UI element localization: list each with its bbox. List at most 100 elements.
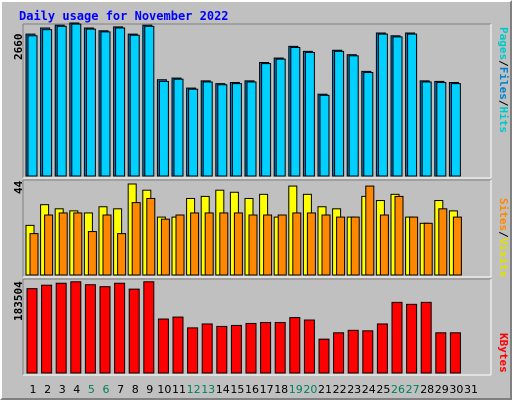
sites-bar [452, 216, 462, 276]
day-tick-label: 9 [146, 383, 153, 396]
sites-bar [219, 212, 229, 276]
day-tick-label: 26 [391, 383, 405, 396]
sites-bar [73, 212, 83, 276]
files-bar [304, 51, 315, 177]
files-bar [363, 72, 374, 177]
kbytes-bar [187, 327, 199, 374]
kbytes-bar [114, 282, 126, 374]
sites-bar [248, 214, 258, 276]
kbytes-bar [406, 303, 418, 374]
files-bar [217, 84, 228, 177]
day-tick-label: 6 [103, 383, 110, 396]
files-bar [246, 81, 257, 177]
day-tick-label: 1 [30, 383, 37, 396]
kbytes-bar [347, 329, 359, 374]
sites-bar [379, 214, 389, 276]
files-bar [71, 23, 82, 177]
day-tick-label: 4 [73, 383, 80, 396]
sites-bar [190, 212, 200, 276]
sites-bar [146, 197, 156, 276]
kbytes-bar [245, 322, 257, 374]
files-bar [436, 82, 447, 177]
files-bar [421, 81, 432, 177]
kbytes-bar [289, 317, 301, 374]
sites-bar [292, 212, 302, 276]
day-tick-label: 24 [362, 383, 376, 396]
kbytes-bar [55, 282, 67, 374]
sites-bar [117, 233, 127, 276]
sites-bar [160, 218, 170, 276]
files-bar [290, 46, 301, 177]
kbytes-bar [216, 325, 228, 374]
sites-bar [438, 208, 448, 276]
sites-bar [306, 212, 316, 276]
kbytes-bar [303, 319, 315, 374]
day-tick-label: 20 [303, 383, 317, 396]
day-tick-label: 22 [333, 383, 347, 396]
kbytes-bar [41, 284, 53, 374]
kbytes-bar [333, 332, 345, 374]
day-tick-label: 3 [59, 383, 66, 396]
day-tick-label: 11 [172, 383, 186, 396]
sites-bar [233, 212, 243, 276]
day-tick-label: 21 [318, 383, 332, 396]
day-tick-label: 13 [201, 383, 215, 396]
sites-bar [263, 214, 273, 276]
files-bar [319, 94, 330, 177]
day-tick-label: 18 [274, 383, 288, 396]
kbytes-bar [376, 323, 388, 374]
sites-bar [175, 214, 185, 276]
kbytes-bar [449, 332, 461, 374]
kbytes-bar [99, 286, 111, 374]
files-bar [129, 34, 140, 177]
day-tick-label: 23 [347, 383, 361, 396]
files-bar [100, 31, 111, 177]
kbytes-bar [201, 323, 213, 374]
sites-bar [44, 214, 54, 276]
files-bar [392, 36, 403, 177]
day-tick-label: 19 [289, 383, 303, 396]
sites-bar [29, 233, 39, 276]
sites-bar [409, 216, 419, 276]
day-tick-label: 8 [132, 383, 139, 396]
files-bar [261, 63, 272, 177]
kbytes-bar [391, 301, 403, 374]
kbytes-bar [230, 324, 242, 374]
kbytes-bar [128, 288, 140, 374]
files-bar [348, 55, 359, 177]
kbytes-bar [70, 281, 82, 374]
kbytes-bar [260, 321, 272, 374]
files-bar [158, 80, 169, 177]
day-tick-label: 2 [44, 383, 51, 396]
files-bar [450, 83, 461, 177]
kbytes-bar [318, 338, 330, 374]
sites-bar [58, 212, 68, 276]
files-bar [275, 58, 286, 177]
files-bar [27, 35, 38, 177]
day-tick-label: 7 [117, 383, 124, 396]
files-bar [377, 33, 388, 177]
day-tick-label: 5 [88, 383, 95, 396]
kbytes-bar [26, 288, 38, 374]
kbytes-bar [143, 281, 155, 374]
day-tick-label: 25 [376, 383, 390, 396]
files-bar [42, 29, 53, 177]
sites-bar [102, 214, 112, 276]
kbytes-bar [362, 330, 374, 374]
day-tick-label: 15 [230, 383, 244, 396]
files-bar [334, 50, 345, 177]
sites-bar [87, 231, 97, 276]
day-tick-label: 27 [406, 383, 420, 396]
files-bar [407, 33, 418, 177]
day-tick-label: 31 [464, 383, 478, 396]
kbytes-bar [172, 316, 184, 374]
files-bar [115, 27, 126, 177]
kbytes-bar [84, 284, 96, 374]
day-tick-label: 10 [157, 383, 171, 396]
kbytes-bar [420, 301, 432, 374]
sites-bar [350, 216, 360, 276]
sites-bar [204, 212, 214, 276]
day-tick-label: 29 [435, 383, 449, 396]
files-bar [173, 78, 184, 177]
